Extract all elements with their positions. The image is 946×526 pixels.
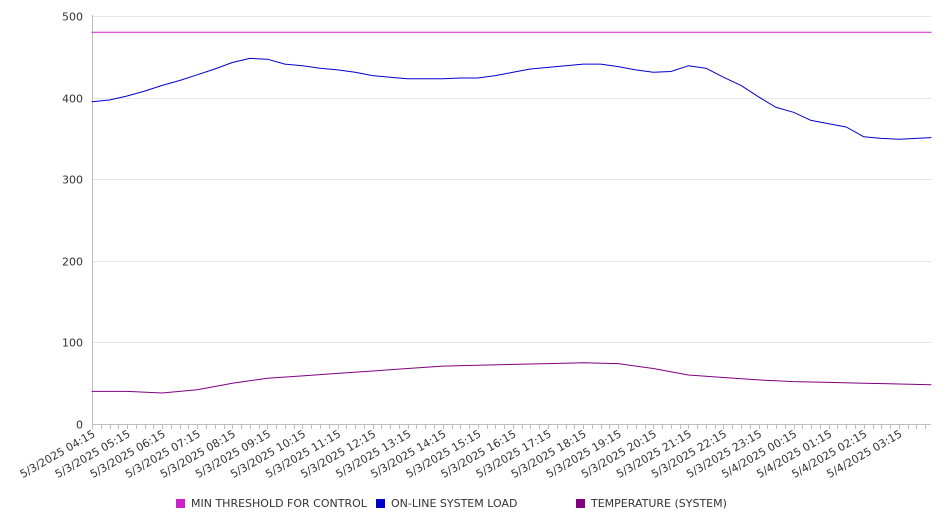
y-tick-label: 100 bbox=[62, 337, 83, 350]
legend-item-temperature[interactable]: TEMPERATURE (SYSTEM) bbox=[576, 496, 727, 512]
y-tick-label: 500 bbox=[62, 11, 83, 24]
legend-label: MIN THRESHOLD FOR CONTROL bbox=[191, 497, 367, 510]
legend-swatch bbox=[576, 499, 585, 508]
axes bbox=[92, 15, 931, 429]
x-tick-labels: 5/3/2025 04:155/3/2025 05:155/3/2025 06:… bbox=[18, 427, 905, 481]
legend-label: TEMPERATURE (SYSTEM) bbox=[591, 497, 727, 510]
y-tick-label: 200 bbox=[62, 256, 83, 269]
y-tick-label: 0 bbox=[76, 419, 83, 432]
y-tick-label: 400 bbox=[62, 93, 83, 106]
series-line-2 bbox=[91, 57, 932, 140]
legend-item-min-threshold[interactable]: MIN THRESHOLD FOR CONTROL bbox=[176, 496, 367, 512]
series-line-3 bbox=[91, 362, 932, 394]
y-tick-label: 300 bbox=[62, 174, 83, 187]
legend-item-system-load[interactable]: ON-LINE SYSTEM LOAD bbox=[376, 496, 517, 512]
chart-legend: MIN THRESHOLD FOR CONTROL ON-LINE SYSTEM… bbox=[0, 496, 946, 516]
legend-swatch bbox=[176, 499, 185, 508]
legend-swatch bbox=[376, 499, 385, 508]
gridlines bbox=[92, 16, 931, 343]
legend-label: ON-LINE SYSTEM LOAD bbox=[391, 497, 518, 510]
series-lines bbox=[91, 31, 932, 394]
y-tick-labels: 0 100 200 300 400 500 bbox=[62, 11, 83, 432]
